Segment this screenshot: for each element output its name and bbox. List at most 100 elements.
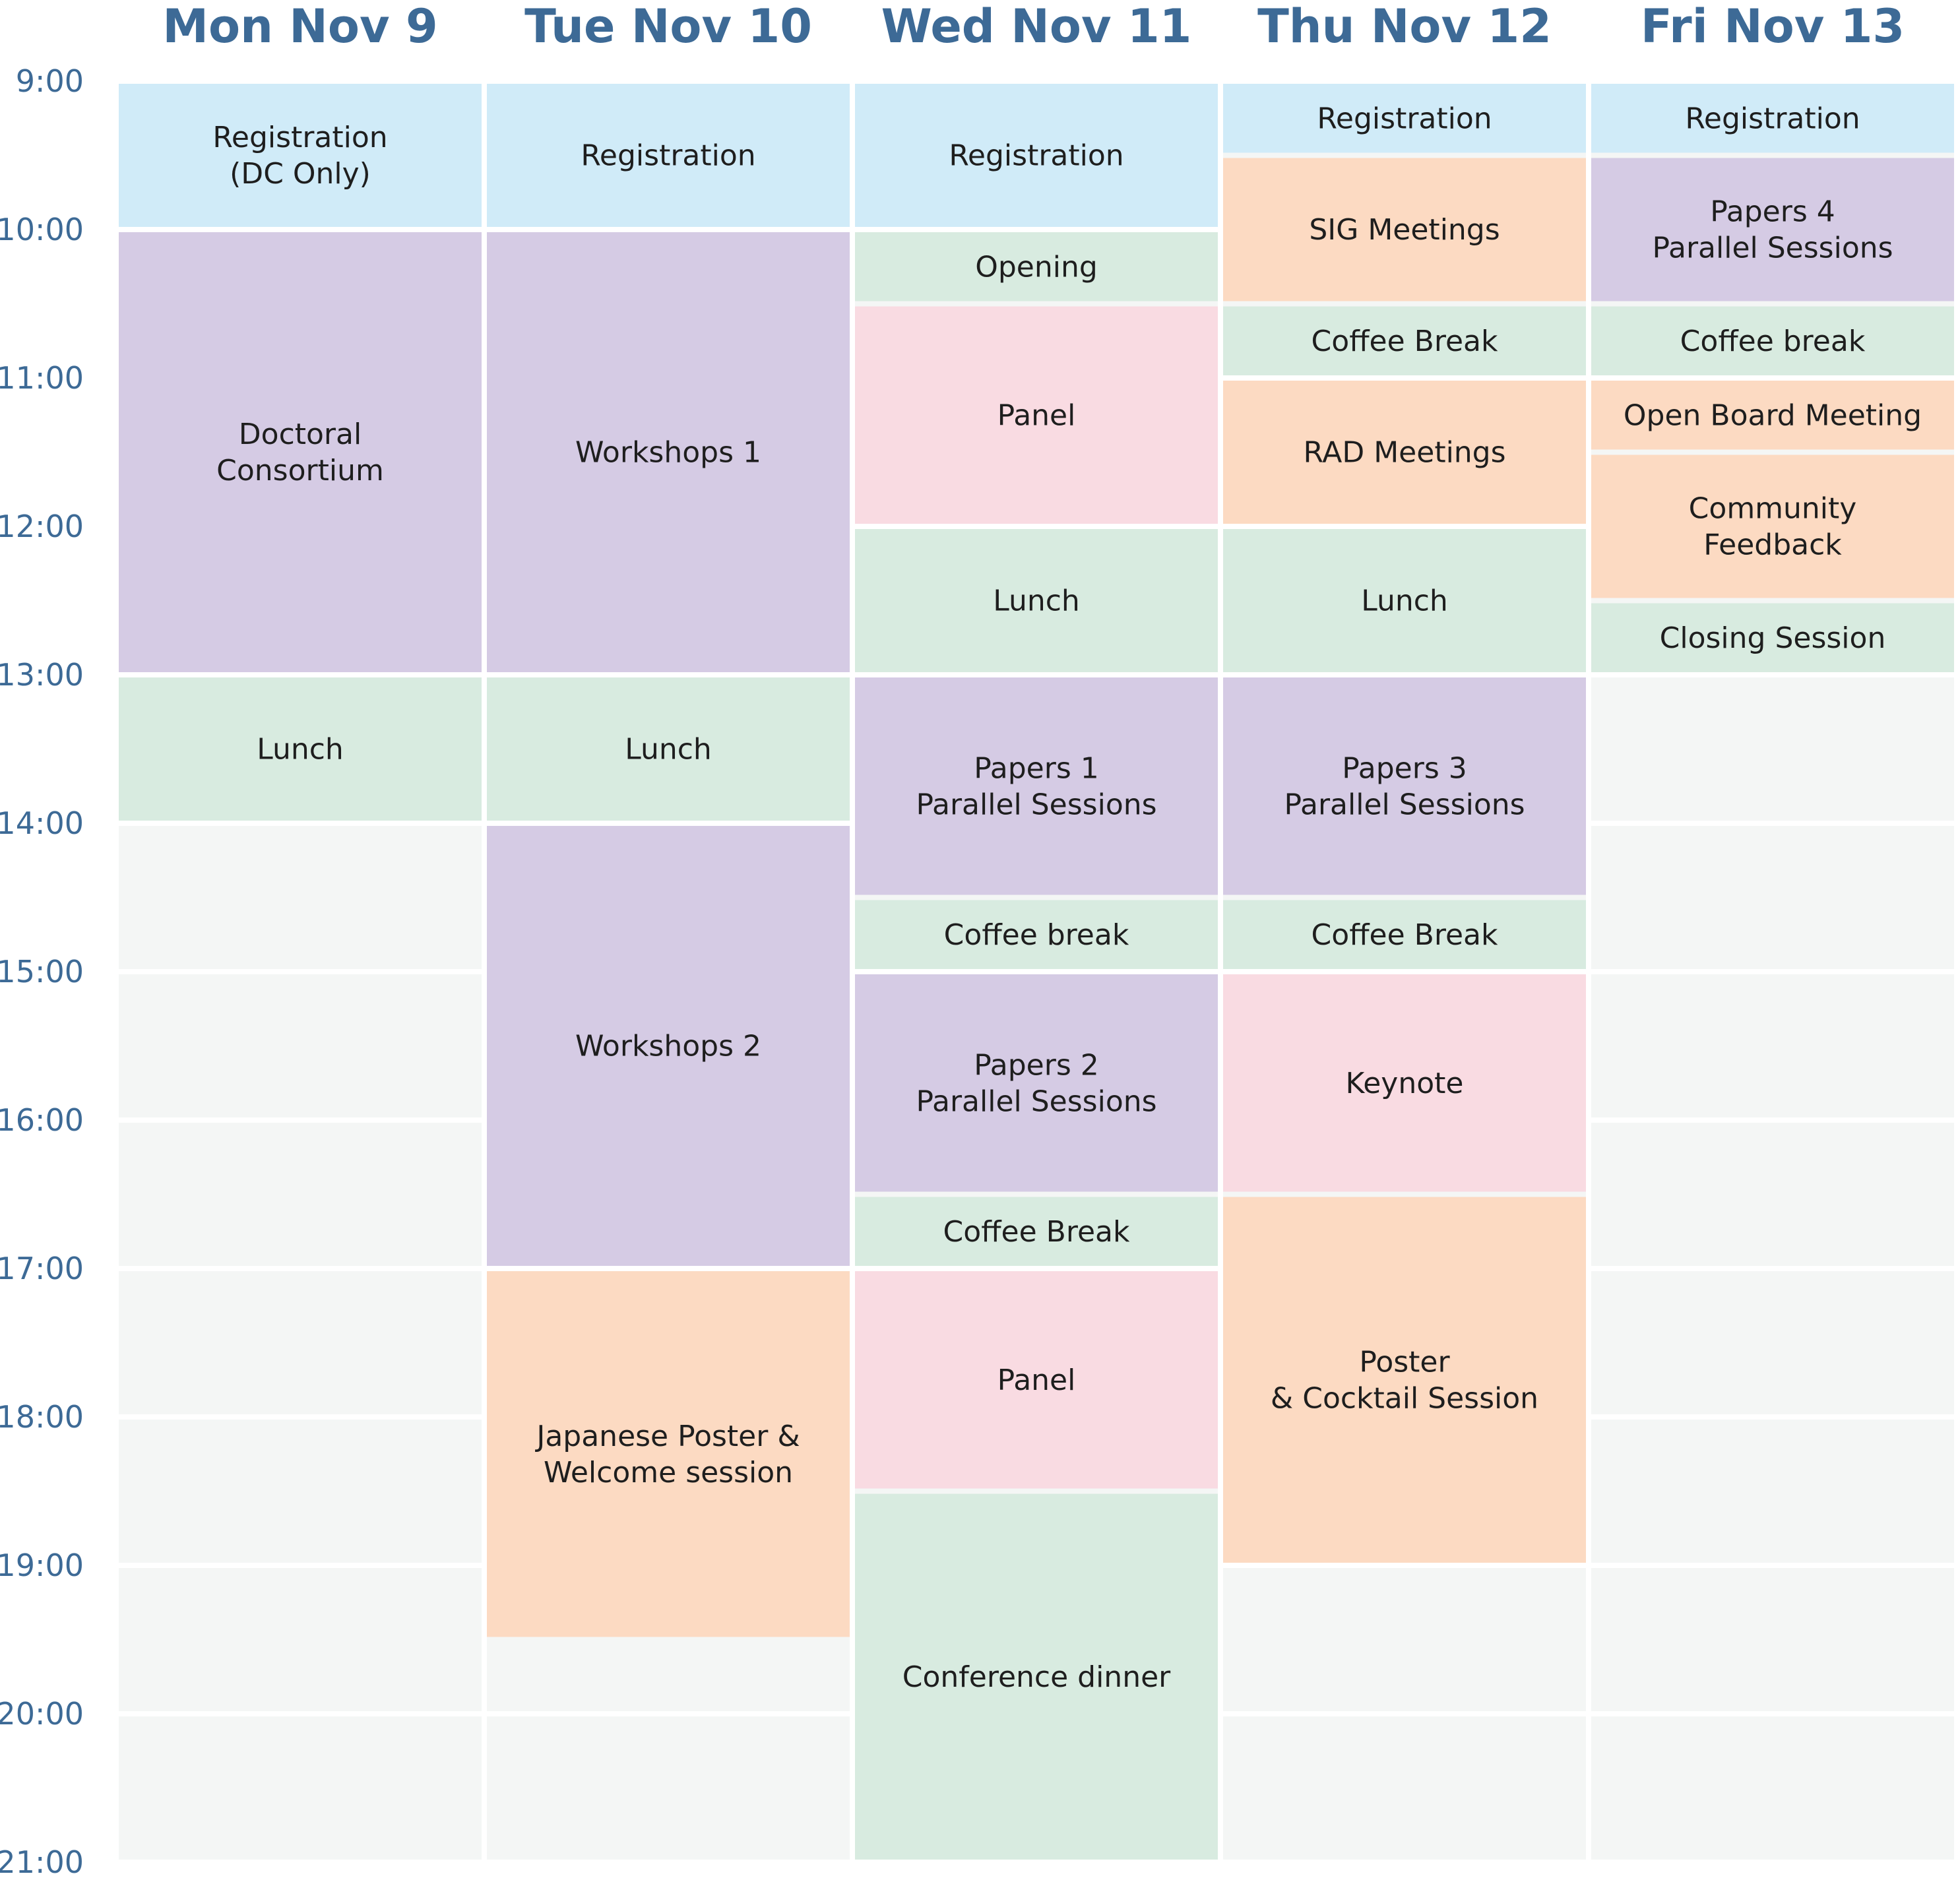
event-label: Registration xyxy=(1685,102,1860,135)
day-header: Fri Nov 13 xyxy=(1641,0,1905,53)
time-label: 9:00 xyxy=(16,63,84,99)
time-label: 11:00 xyxy=(0,360,84,396)
hour-cell xyxy=(1223,1716,1586,1860)
event-block xyxy=(1223,1197,1586,1563)
event-label: Japanese Poster & xyxy=(534,1420,800,1453)
day-header: Thu Nov 12 xyxy=(1257,0,1552,53)
hour-cell xyxy=(1591,1568,1954,1711)
event-label: Registration xyxy=(949,139,1123,173)
event-label: Opening xyxy=(975,250,1098,284)
event-label: Coffee Break xyxy=(943,1215,1130,1249)
event: Lunch xyxy=(1223,529,1586,672)
event: Panel xyxy=(855,1271,1218,1489)
event-block xyxy=(855,84,1218,227)
event-label: Parallel Sessions xyxy=(916,788,1156,821)
event-label: Workshops 1 xyxy=(575,436,761,470)
event-label: Lunch xyxy=(993,584,1080,618)
event: Workshops 2 xyxy=(487,826,850,1266)
event-label: & Cocktail Session xyxy=(1271,1381,1538,1415)
event: Registration(DC Only) xyxy=(119,84,482,227)
hour-cell xyxy=(119,974,482,1117)
event-block xyxy=(1223,381,1586,524)
event-label: Doctoral xyxy=(239,418,362,451)
event-block xyxy=(855,306,1218,524)
time-label: 21:00 xyxy=(0,1844,84,1880)
hour-cell xyxy=(1591,1420,1954,1563)
time-label: 19:00 xyxy=(0,1548,84,1583)
event: Coffee Break xyxy=(1223,306,1586,375)
time-label: 18:00 xyxy=(0,1399,84,1435)
event: Registration xyxy=(855,84,1218,227)
event-label: SIG Meetings xyxy=(1309,213,1500,247)
event-block xyxy=(1591,603,1954,672)
event-block xyxy=(855,974,1218,1192)
event-label: Panel xyxy=(997,398,1076,432)
event-label: Parallel Sessions xyxy=(1652,232,1893,265)
event-block xyxy=(1591,84,1954,153)
event-label: Closing Session xyxy=(1660,621,1886,655)
event-block xyxy=(1223,84,1586,153)
event-block xyxy=(1223,529,1586,672)
event: RAD Meetings xyxy=(1223,381,1586,524)
day-header: Wed Nov 11 xyxy=(881,0,1192,53)
event: Poster& Cocktail Session xyxy=(1223,1197,1586,1563)
event-block xyxy=(119,232,482,672)
event-label: Papers 1 xyxy=(974,751,1099,785)
event-block xyxy=(487,84,850,227)
event-block xyxy=(855,529,1218,672)
event: Panel xyxy=(855,306,1218,524)
event: Keynote xyxy=(1223,974,1586,1192)
event-label: RAD Meetings xyxy=(1303,436,1505,470)
event-block xyxy=(855,1197,1218,1266)
event-label: Keynote xyxy=(1346,1067,1464,1100)
event-label: Consortium xyxy=(216,454,384,487)
time-label: 16:00 xyxy=(0,1102,84,1138)
event: Registration xyxy=(1223,84,1586,153)
event-label: Papers 2 xyxy=(974,1048,1099,1082)
event-block xyxy=(1223,158,1586,301)
hour-cell xyxy=(1591,974,1954,1117)
hour-cell xyxy=(487,1716,850,1860)
event-label: Panel xyxy=(997,1364,1076,1397)
event: Coffee break xyxy=(1591,306,1954,375)
event-label: Parallel Sessions xyxy=(916,1084,1156,1118)
event: Open Board Meeting xyxy=(1591,381,1954,450)
event-label: Coffee break xyxy=(944,918,1129,952)
event-label: Poster xyxy=(1359,1345,1450,1379)
event-label: Registration xyxy=(581,139,755,173)
event-label: Welcome session xyxy=(544,1456,793,1490)
event-block xyxy=(855,900,1218,969)
time-label: 10:00 xyxy=(0,212,84,247)
event: Lunch xyxy=(855,529,1218,672)
event-block xyxy=(119,84,482,227)
event-label: Registration xyxy=(212,121,387,154)
event: Japanese Poster &Welcome session xyxy=(487,1271,850,1637)
event: Registration xyxy=(1591,84,1954,153)
hour-cell xyxy=(119,826,482,969)
event-label: Open Board Meeting xyxy=(1624,398,1922,432)
event-block xyxy=(1223,306,1586,375)
time-label: 13:00 xyxy=(0,657,84,693)
event-block xyxy=(1223,974,1586,1192)
event-label: Coffee Break xyxy=(1312,325,1498,358)
hour-cell xyxy=(119,1420,482,1563)
event-block xyxy=(1591,158,1954,301)
hour-cell xyxy=(1591,1123,1954,1266)
hour-cell xyxy=(1223,1568,1586,1711)
event-label: Workshops 2 xyxy=(575,1030,761,1063)
event: Workshops 1 xyxy=(487,232,850,672)
event-label: Community xyxy=(1689,492,1857,526)
event-label: Papers 4 xyxy=(1710,195,1835,229)
event: Lunch xyxy=(119,677,482,821)
hour-cell xyxy=(119,1716,482,1860)
event-label: Papers 3 xyxy=(1342,751,1467,785)
event-block xyxy=(487,232,850,672)
event-block xyxy=(855,1493,1218,1860)
event-label: Lunch xyxy=(257,733,344,767)
event-label: Coffee break xyxy=(1680,325,1866,358)
